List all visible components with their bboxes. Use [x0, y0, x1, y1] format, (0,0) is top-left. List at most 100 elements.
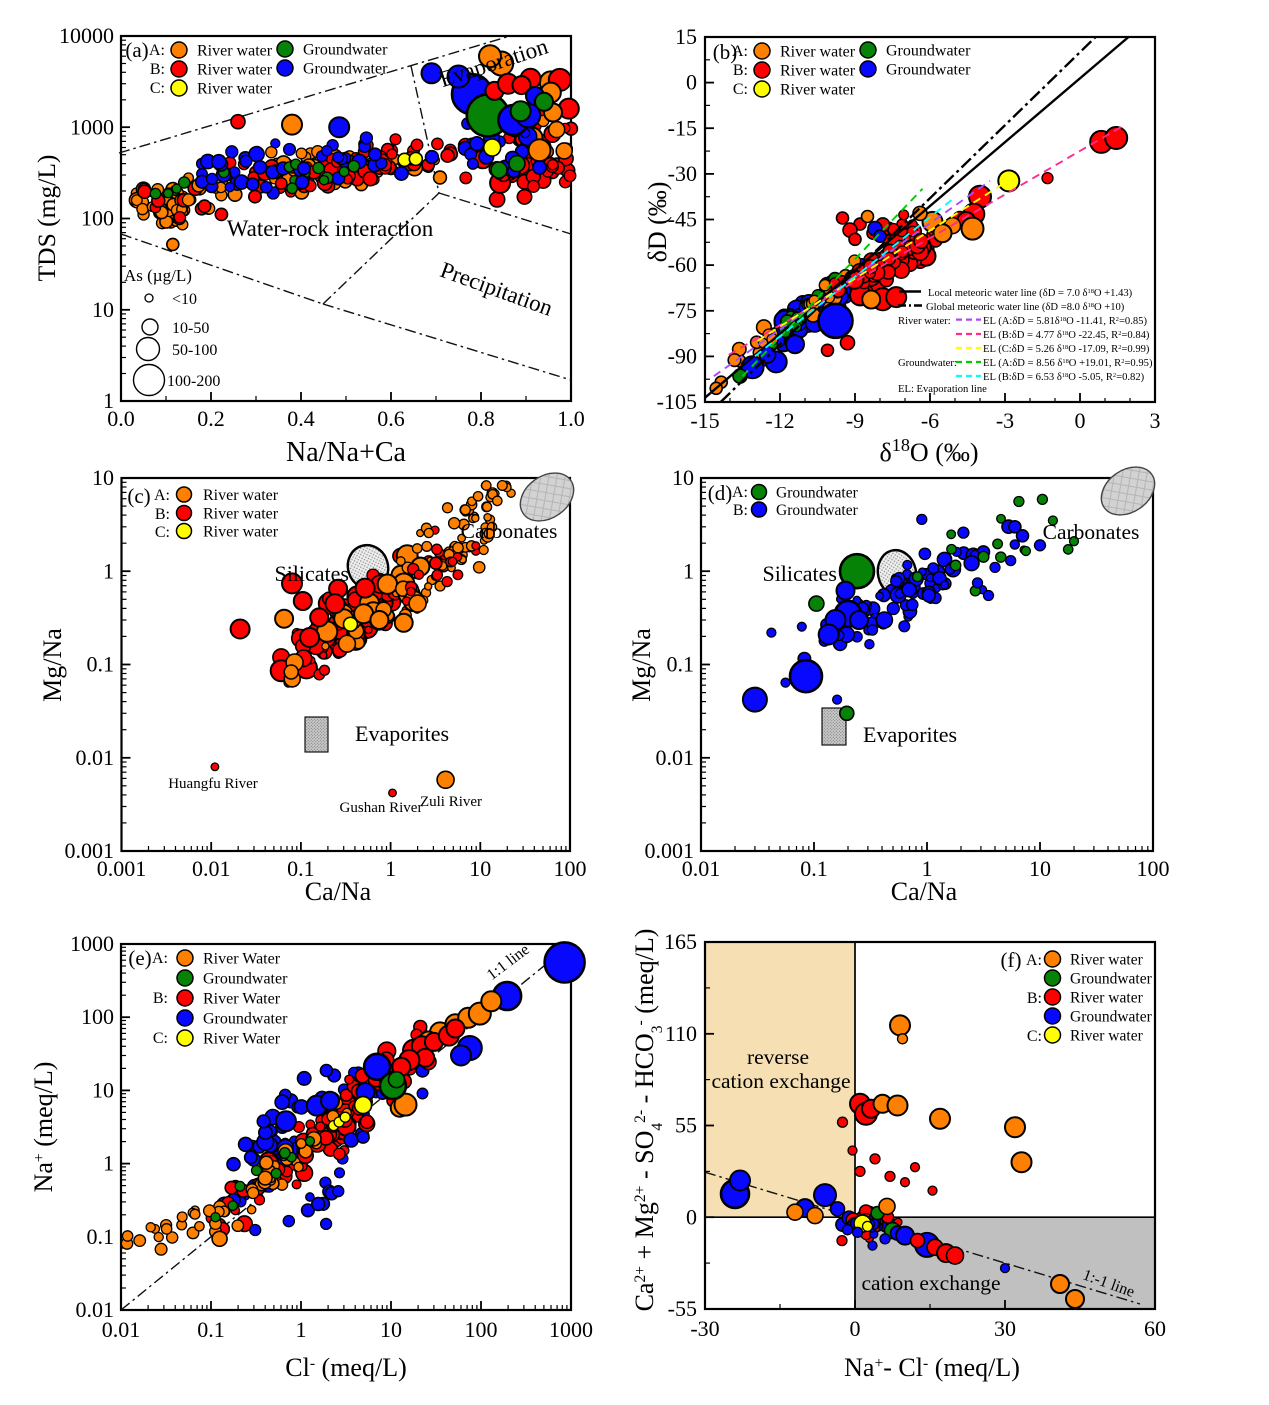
svg-text:Ca/Na: Ca/Na	[891, 877, 958, 906]
svg-text:10000: 10000	[59, 23, 114, 48]
svg-text:River Water: River Water	[203, 950, 281, 967]
svg-text:Carbonates: Carbonates	[1043, 520, 1140, 544]
svg-text:10-50: 10-50	[172, 320, 209, 337]
svg-text:0: 0	[850, 1316, 861, 1341]
svg-text:Groundwater: Groundwater	[776, 484, 859, 501]
svg-text:55: 55	[675, 1113, 697, 1138]
svg-text:Groundwater: Groundwater	[1070, 970, 1153, 987]
svg-text:1000: 1000	[549, 1317, 593, 1342]
svg-text:B:: B:	[733, 502, 748, 519]
svg-text:-6: -6	[921, 408, 939, 433]
svg-text:EL (A:δD = 8.56 δ18O +19.01, R: EL (A:δD = 8.56 δ18O +19.01, R2=0.95)	[983, 358, 1153, 370]
svg-text:0.1: 0.1	[197, 1317, 225, 1342]
svg-text:Evaporites: Evaporites	[863, 722, 957, 747]
svg-text:0.01: 0.01	[656, 745, 695, 770]
svg-text:C:: C:	[155, 524, 170, 541]
svg-text:A:: A:	[732, 484, 748, 501]
svg-text:cation exchange: cation exchange	[711, 1069, 850, 1093]
svg-text:50-100: 50-100	[172, 342, 217, 359]
svg-text:(c): (c)	[127, 484, 150, 508]
svg-text:165: 165	[664, 929, 697, 954]
svg-text:100: 100	[554, 856, 587, 881]
svg-text:(a): (a)	[125, 38, 148, 62]
svg-text:Groundwater: Groundwater	[203, 1010, 288, 1027]
svg-text:1000: 1000	[70, 114, 114, 139]
svg-text:10: 10	[92, 297, 114, 322]
svg-text:10: 10	[380, 1317, 402, 1342]
svg-text:1.0: 1.0	[557, 406, 585, 431]
svg-text:1: 1	[103, 388, 114, 413]
svg-text:0.1: 0.1	[287, 856, 315, 881]
svg-text:C:: C:	[150, 80, 165, 97]
svg-text:(e): (e)	[128, 946, 151, 970]
svg-text:River water: River water	[1070, 989, 1144, 1006]
svg-text:River water: River water	[1070, 1027, 1144, 1044]
svg-text:Silicates: Silicates	[762, 561, 837, 586]
svg-text:0.01: 0.01	[102, 1317, 141, 1342]
svg-text:B:: B:	[150, 61, 165, 78]
svg-text:Groundwater: Groundwater	[303, 60, 388, 77]
svg-text:River water: River water	[203, 505, 279, 522]
svg-text:10: 10	[92, 465, 114, 490]
svg-text:-90: -90	[668, 343, 697, 368]
svg-text:0.01: 0.01	[682, 856, 721, 881]
svg-text:-30: -30	[690, 1316, 719, 1341]
svg-text:EL (C:δD = 5.26 δ18O -17.09, R: EL (C:δD = 5.26 δ18O -17.09, R2=0.99)	[983, 344, 1150, 356]
svg-text:1: 1	[103, 558, 114, 583]
svg-text:A:: A:	[732, 43, 748, 60]
svg-text:-15: -15	[668, 115, 697, 140]
svg-text:δD (‰): δD (‰)	[643, 182, 672, 263]
svg-text:100: 100	[81, 206, 114, 231]
svg-text:Groundwater: Groundwater	[886, 42, 971, 59]
svg-text:A:: A:	[149, 42, 165, 59]
svg-text:100-200: 100-200	[167, 373, 220, 390]
svg-text:Na/Na+Ca: Na/Na+Ca	[286, 437, 407, 468]
svg-text:1: 1	[683, 558, 694, 583]
svg-text:0.01: 0.01	[192, 856, 231, 881]
svg-text:Mg/Na: Mg/Na	[627, 628, 656, 702]
svg-text:0.1: 0.1	[800, 856, 828, 881]
svg-text:EL (B:δD = 6.53 δ18O -5.05, R2: EL (B:δD = 6.53 δ18O -5.05, R2=0.82)	[983, 372, 1145, 384]
svg-text:C:: C:	[1027, 1028, 1042, 1045]
svg-text:10: 10	[672, 465, 694, 490]
svg-text:River water: River water	[197, 61, 273, 78]
svg-text:1: 1	[103, 1151, 114, 1176]
svg-text:30: 30	[994, 1316, 1016, 1341]
svg-text:110: 110	[665, 1021, 697, 1046]
svg-text:River water: River water	[197, 80, 273, 97]
svg-text:0.1: 0.1	[87, 652, 115, 677]
svg-text:River water: River water	[780, 81, 856, 98]
svg-text:A:: A:	[1026, 952, 1042, 969]
svg-text:-45: -45	[668, 207, 697, 232]
svg-text:Water-rock interaction: Water-rock interaction	[227, 216, 434, 241]
svg-text:C:: C:	[153, 1030, 168, 1047]
svg-text:0.1: 0.1	[87, 1224, 115, 1249]
svg-text:Carbonates: Carbonates	[461, 519, 558, 543]
svg-text:EL: Evaporation line: EL: Evaporation line	[898, 384, 987, 395]
svg-text:-9: -9	[846, 408, 864, 433]
svg-text:0: 0	[686, 1204, 697, 1229]
svg-text:Cl- (meq/L): Cl- (meq/L)	[285, 1353, 406, 1382]
svg-text:B:: B:	[733, 62, 748, 79]
svg-text:-15: -15	[690, 408, 719, 433]
svg-text:River water: River water	[203, 487, 279, 504]
svg-text:1: 1	[296, 1317, 307, 1342]
svg-text:0.001: 0.001	[97, 856, 147, 881]
svg-text:10: 10	[469, 856, 491, 881]
svg-text:EL (A:δD = 5.81δ18O -11.41, R2: EL (A:δD = 5.81δ18O -11.41, R2=0.85)	[983, 316, 1147, 328]
svg-text:0.6: 0.6	[377, 406, 405, 431]
svg-text:Silicates: Silicates	[274, 561, 349, 586]
svg-text:1: 1	[922, 856, 933, 881]
svg-text:Groundwater:: Groundwater:	[898, 358, 957, 369]
svg-text:(f): (f)	[1001, 948, 1022, 972]
svg-text:-75: -75	[668, 298, 697, 323]
svg-text:-60: -60	[668, 252, 697, 277]
svg-text:River Water: River Water	[203, 990, 281, 1007]
svg-text:0.001: 0.001	[645, 838, 695, 863]
svg-text:-55: -55	[668, 1296, 697, 1321]
svg-text:EL (B:δD = 4.77 δ18O -22.45, R: EL (B:δD = 4.77 δ18O -22.45, R2=0.84)	[983, 330, 1150, 342]
svg-text:A:: A:	[152, 950, 168, 967]
svg-text:-12: -12	[765, 408, 794, 433]
svg-text:Local meteoric water line (δD: Local meteoric water line (δD = 7.0 δ18O…	[928, 288, 1133, 300]
svg-text:Huangfu River: Huangfu River	[168, 776, 258, 792]
